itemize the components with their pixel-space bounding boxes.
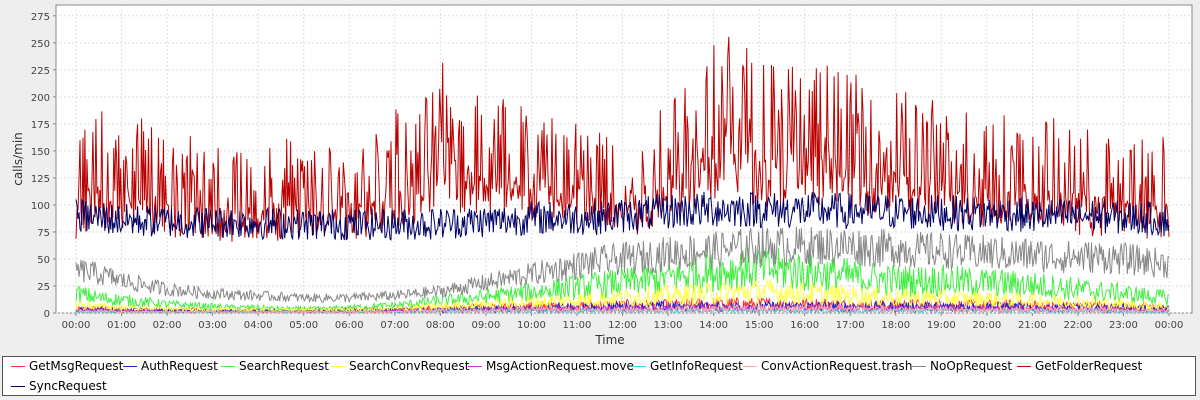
legend-item: AuthRequest — [123, 359, 218, 373]
x-tick-label: 03:00 — [198, 320, 227, 331]
x-tick-label: 22:00 — [1064, 320, 1093, 331]
series-line-nooprequest — [75, 226, 1170, 304]
legend-item: GetFolderRequest — [1017, 359, 1142, 373]
legend-swatch — [11, 385, 25, 387]
y-tick-label: 25 — [37, 282, 50, 293]
y-tick-label: 225 — [31, 66, 50, 77]
legend-item: GetMsgRequest — [11, 359, 123, 373]
series-line-convactionrequest-trash — [75, 303, 1170, 315]
legend-swatch — [468, 365, 482, 367]
legend-label: SearchRequest — [239, 359, 329, 373]
x-tick-label: 07:00 — [380, 320, 409, 331]
y-axis-ticks: 0 25 50 75 100 125 150 175 200 225 250 275 — [31, 12, 56, 320]
legend-item: SyncRequest — [11, 379, 107, 393]
y-tick-label: 75 — [37, 228, 50, 239]
legend-label: AuthRequest — [141, 359, 218, 373]
legend-swatch — [743, 365, 757, 367]
x-tick-label: 18:00 — [881, 320, 910, 331]
x-tick-label: 01:00 — [107, 320, 136, 331]
x-tick-label: 16:00 — [790, 320, 819, 331]
series-lines — [75, 36, 1170, 315]
y-tick-label: 100 — [31, 201, 50, 212]
y-tick-label: 200 — [31, 93, 50, 104]
legend-item: SearchRequest — [221, 359, 329, 373]
y-tick-label: 175 — [31, 120, 50, 131]
x-tick-label: 14:00 — [699, 320, 728, 331]
legend-label: GetMsgRequest — [29, 359, 124, 373]
x-tick-label: 05:00 — [289, 320, 318, 331]
legend-item: ConvActionRequest.trash — [743, 359, 912, 373]
x-tick-label: 06:00 — [335, 320, 364, 331]
x-tick-label: 11:00 — [563, 320, 592, 331]
y-tick-label: 125 — [31, 174, 50, 185]
legend-swatch — [221, 365, 235, 367]
legend-item: MsgActionRequest.move — [468, 359, 634, 373]
legend-swatch — [1017, 365, 1031, 367]
y-tick-label: 50 — [37, 255, 50, 266]
legend-item: GetInfoRequest — [632, 359, 743, 373]
legend-item: NoOpRequest — [912, 359, 1012, 373]
x-tick-label: 23:00 — [1109, 320, 1138, 331]
legend-swatch — [123, 365, 137, 367]
legend-swatch — [331, 365, 345, 367]
x-tick-label: 15:00 — [745, 320, 774, 331]
x-tick-label: 17:00 — [836, 320, 865, 331]
series-line-syncrequest — [75, 191, 1170, 241]
series-line-searchrequest — [75, 245, 1169, 313]
x-tick-label: 12:00 — [608, 320, 637, 331]
x-axis-ticks: 00:00 01:00 02:00 03:00 04:00 05:00 06:00 07:00… — [62, 313, 1184, 331]
x-tick-label: 08:00 — [426, 320, 455, 331]
legend-label: SyncRequest — [29, 379, 107, 393]
legend-label: SearchConvRequest — [349, 359, 470, 373]
chart-legend: GetMsgRequest AuthRequest SearchRequest Sea… — [2, 356, 1196, 396]
x-tick-label: 21:00 — [1018, 320, 1047, 331]
y-tick-label: 250 — [31, 39, 50, 50]
x-tick-label: 04:00 — [244, 320, 273, 331]
x-tick-label: 10:00 — [517, 320, 546, 331]
x-tick-label: 02:00 — [153, 320, 182, 331]
x-axis-label: Time — [594, 333, 624, 347]
y-tick-label: 0 — [44, 309, 50, 320]
x-tick-label: 00:00 — [62, 320, 91, 331]
legend-label: GetFolderRequest — [1035, 359, 1143, 373]
x-tick-label: 13:00 — [654, 320, 683, 331]
x-tick-label: 00:00 — [1155, 320, 1184, 331]
legend-swatch — [912, 365, 926, 367]
x-tick-label: 09:00 — [471, 320, 500, 331]
legend-label: ConvActionRequest.trash — [761, 359, 913, 373]
legend-swatch — [11, 365, 25, 367]
legend-item: SearchConvRequest — [331, 359, 469, 373]
x-tick-label: 20:00 — [972, 320, 1001, 331]
y-axis-label: calls/min — [11, 132, 25, 186]
y-tick-label: 275 — [31, 12, 50, 23]
line-chart: 0 25 50 75 100 125 150 175 200 225 250 275 00:00 01:… — [11, 4, 1193, 347]
legend-label: MsgActionRequest.move — [486, 359, 634, 373]
x-tick-label: 19:00 — [927, 320, 956, 331]
series-line-searchconvrequest — [75, 279, 1170, 314]
legend-swatch — [632, 365, 646, 367]
legend-label: GetInfoRequest — [650, 359, 743, 373]
legend-label: NoOpRequest — [930, 359, 1013, 373]
y-tick-label: 150 — [31, 147, 50, 158]
